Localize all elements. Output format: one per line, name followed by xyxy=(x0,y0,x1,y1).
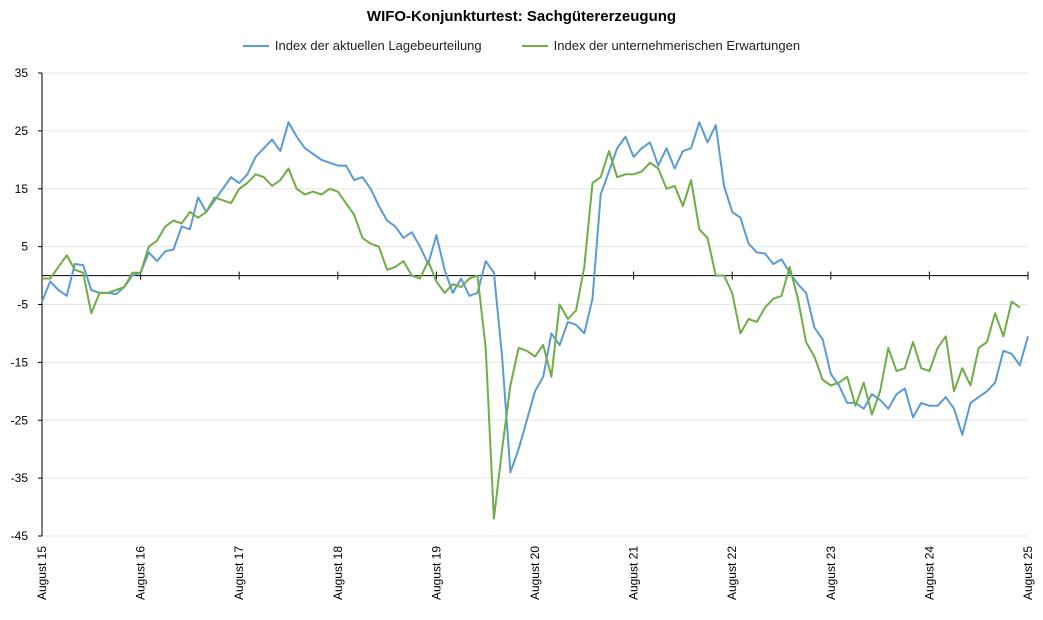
x-tick-label: August 20 xyxy=(528,546,542,600)
x-tick-label: August 25 xyxy=(1021,546,1035,600)
y-tick-label: -45 xyxy=(11,529,29,543)
y-tick-label: -5 xyxy=(17,298,28,312)
legend-item-lage: Index der aktuellen Lagebeurteilung xyxy=(242,38,482,53)
series-lines xyxy=(41,121,1029,520)
legend-swatch-erwartungen xyxy=(521,44,548,47)
y-tick-label: 5 xyxy=(21,240,28,254)
x-tick-label: August 18 xyxy=(331,546,345,600)
legend-label-erwartungen: Index der unternehmerischen Erwartungen xyxy=(553,38,801,53)
x-tick-label: August 24 xyxy=(922,546,936,600)
x-tick-label: August 21 xyxy=(627,546,641,600)
y-tick-label: -25 xyxy=(11,413,29,427)
x-tick-label: August 15 xyxy=(35,546,49,600)
x-tick-label: August 23 xyxy=(824,546,838,600)
legend: Index der aktuellen Lagebeurteilung Inde… xyxy=(0,38,1043,53)
tick-labels: 35 25 15 5 -5 -15 -25 -35 -45 August 15 August 16 A… xyxy=(11,66,1035,600)
x-tick-label: August 17 xyxy=(232,546,246,600)
axes xyxy=(38,72,1029,537)
y-tick-label: 25 xyxy=(15,124,29,138)
gridlines xyxy=(42,72,1028,537)
legend-label-lage: Index der aktuellen Lagebeurteilung xyxy=(274,38,482,53)
x-tick-label: August 16 xyxy=(134,546,148,600)
x-tick-label: August 19 xyxy=(429,546,443,600)
chart-title: WIFO-Konjunkturtest: Sachgütererzeugung xyxy=(366,8,677,25)
y-tick-label: -35 xyxy=(11,471,29,485)
y-tick-label: 15 xyxy=(15,182,29,196)
legend-item-erwartungen: Index der unternehmerischen Erwartungen xyxy=(521,38,801,53)
y-tick-label: 35 xyxy=(15,66,29,80)
x-tick-label: August 22 xyxy=(725,546,739,600)
series-line-erwartungen xyxy=(42,150,1021,520)
legend-swatch-lage xyxy=(242,44,269,47)
y-tick-label: -15 xyxy=(11,355,29,369)
